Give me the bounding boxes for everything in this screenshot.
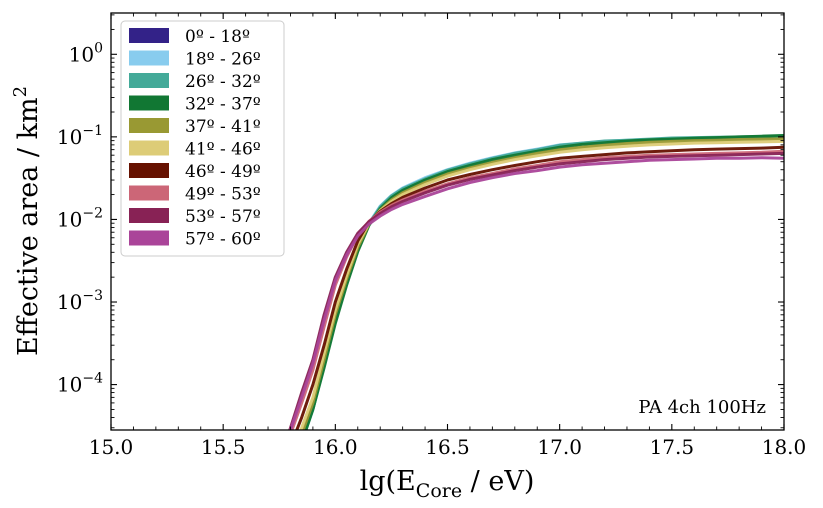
y-axis-title: Effective area / km2 xyxy=(10,86,44,356)
x-tick-label: 16.5 xyxy=(425,435,470,459)
legend-label-0: 0º - 18º xyxy=(185,27,250,47)
legend-label-7: 49º - 53º xyxy=(185,185,261,205)
series-line-3 xyxy=(304,134,784,430)
legend-swatch-0 xyxy=(129,28,169,43)
x-tick-label: 18.0 xyxy=(762,435,807,459)
y-tick-label: 10−4 xyxy=(57,371,103,397)
legend-swatch-3 xyxy=(129,95,169,111)
y-tick-label: 10−2 xyxy=(57,205,103,231)
legend-swatch-6 xyxy=(129,163,169,178)
y-tick-label: 100 xyxy=(69,40,103,66)
y-tick-label: 10−3 xyxy=(57,288,103,314)
legend-label-3: 32º - 37º xyxy=(185,95,261,115)
annotation-label: PA 4ch 100Hz xyxy=(638,397,766,418)
legend-swatch-1 xyxy=(129,50,169,66)
series-line-6 xyxy=(295,145,784,430)
legend-swatch-4 xyxy=(129,118,169,133)
y-tick-label: 10−1 xyxy=(57,123,103,149)
legend-label-8: 53º - 57º xyxy=(185,207,261,227)
x-tick-label: 17.0 xyxy=(537,435,582,459)
legend-label-5: 41º - 46º xyxy=(185,140,261,160)
legend-label-9: 57º - 60º xyxy=(185,230,261,250)
legend-label-6: 46º - 49º xyxy=(185,162,261,182)
series-line-9 xyxy=(288,156,784,430)
legend-label-1: 18º - 26º xyxy=(185,50,261,70)
series-layer xyxy=(288,134,784,430)
legend-label-4: 37º - 41º xyxy=(185,117,261,137)
plot-frame xyxy=(110,12,785,431)
x-tick-label: 15.0 xyxy=(89,435,134,459)
x-tick-label: 17.5 xyxy=(650,435,695,459)
legend-swatch-8 xyxy=(129,208,169,223)
x-tick-label: 16.0 xyxy=(313,435,358,459)
x-tick-label: 15.5 xyxy=(201,435,246,459)
legend-swatch-5 xyxy=(129,140,169,156)
legend-label-2: 26º - 32º xyxy=(185,72,261,92)
legend-swatch-7 xyxy=(129,185,169,201)
x-axis-title: lg(ECore / eV) xyxy=(360,466,535,502)
legend-swatch-9 xyxy=(129,230,169,246)
series-line-5 xyxy=(299,139,784,430)
legend-swatch-2 xyxy=(129,73,169,88)
